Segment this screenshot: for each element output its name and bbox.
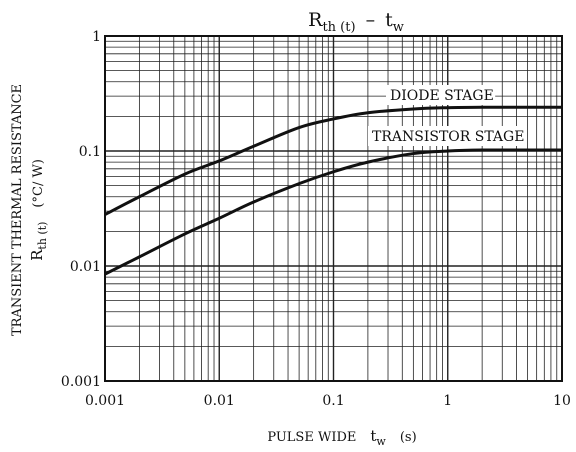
y-tick-label: 1	[92, 29, 101, 45]
y-tick-label: 0.1	[79, 144, 101, 160]
x-axis-label-text: PULSE WIDE	[267, 430, 356, 445]
plot-frame	[104, 35, 563, 382]
series-label-transistor-stage: TRANSISTOR STAGE	[372, 129, 524, 145]
y-axis-symbol: R	[28, 249, 46, 261]
x-tick-label: 0.1	[322, 393, 344, 409]
chart-title: Rth (t) – tw	[308, 9, 404, 35]
x-tick-label: 10	[553, 393, 571, 409]
x-axis-unit: (s)	[400, 430, 417, 445]
series-label-background	[368, 126, 524, 146]
title-second-subscript: w	[393, 20, 404, 35]
y-tick-label: 0.001	[61, 374, 101, 390]
series-label-diode-stage: DIODE STAGE	[390, 88, 494, 104]
y-tick-labels: 1 0.1 0.01 0.001	[61, 29, 101, 390]
title-main-symbol: R	[308, 9, 323, 31]
x-tick-label: 0.01	[204, 393, 235, 409]
title-dash: –	[366, 9, 376, 31]
x-axis-symbol: t	[370, 427, 376, 445]
x-axis-symbol-subscript: w	[376, 435, 386, 448]
y-axis-symbol-subscript: th (t)	[36, 222, 49, 250]
y-axis-unit: (°C/ W)	[31, 159, 46, 207]
x-axis-label: PULSE WIDE tw (s)	[267, 427, 416, 448]
series-layer: DIODE STAGE TRANSISTOR STAGE	[104, 85, 562, 276]
series-line-diode-stage	[104, 105, 562, 216]
title-main-subscript: th (t)	[322, 20, 355, 35]
x-tick-label: 1	[443, 393, 452, 409]
series-line-transistor-stage	[104, 148, 562, 276]
chart-grid	[105, 36, 562, 381]
y-axis-label-line2: Rth (t) (°C/ W)	[28, 159, 49, 261]
y-tick-label: 0.01	[70, 259, 101, 275]
title-second-symbol: t	[385, 9, 393, 31]
x-tick-label: 0.001	[85, 393, 125, 409]
y-axis-label-line1: TRANSIENT THERMAL RESISTANCE	[10, 84, 25, 336]
x-tick-labels: 0.001 0.01 0.1 1 10	[85, 393, 571, 409]
series-label-background	[386, 85, 496, 105]
